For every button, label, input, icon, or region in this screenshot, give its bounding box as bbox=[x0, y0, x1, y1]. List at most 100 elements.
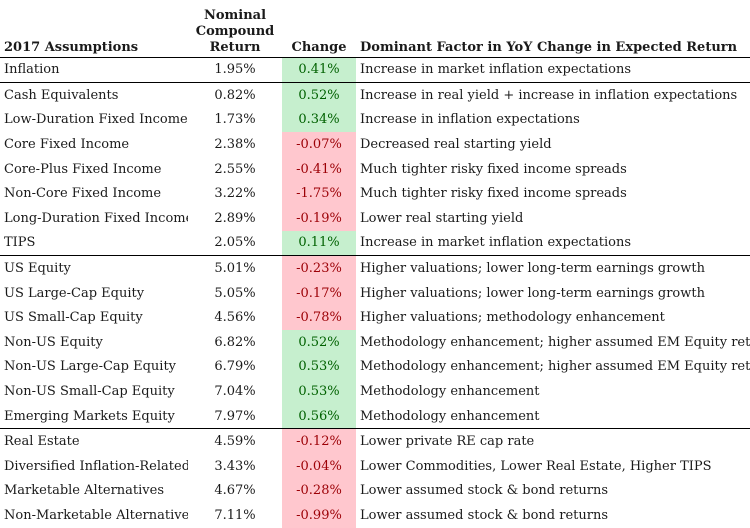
change-cell: 0.56% bbox=[282, 403, 356, 429]
change-cell: -0.04% bbox=[282, 454, 356, 479]
change-cell: -0.07% bbox=[282, 132, 356, 157]
nominal-return-cell: 1.95% bbox=[214, 62, 256, 78]
change-cell: -1.75% bbox=[282, 181, 356, 207]
dominant-factor-cell: Lower assumed stock & bond returns bbox=[360, 483, 609, 499]
asset-class-cell: Marketable Alternatives bbox=[4, 483, 165, 499]
table-body: Inflation 1.95% 0.41% Increase in market in… bbox=[0, 57, 750, 528]
nominal-return-cell: 6.79% bbox=[214, 359, 256, 375]
nominal-return-cell: 0.82% bbox=[188, 82, 282, 108]
nominal-return-cell: 6.82% bbox=[214, 334, 256, 350]
asset-class-cell: Long-Duration Fixed Income bbox=[4, 210, 188, 226]
dominant-factor-cell: Higher valuations; lower long-term earni… bbox=[356, 255, 750, 281]
nominal-return-cell: 4.59% bbox=[188, 428, 282, 454]
nominal-return-cell: 4.67% bbox=[214, 483, 256, 499]
table-row: Non-Marketable Alternatives 7.11% -0.99% Lo… bbox=[0, 503, 750, 528]
nominal-return-cell: 7.97% bbox=[214, 408, 256, 424]
asset-class-cell: US Large-Cap Equity bbox=[4, 285, 145, 301]
header-return-line2: Compound bbox=[195, 23, 275, 39]
asset-class-cell: Non-US Equity bbox=[4, 334, 103, 350]
table-row: Non-Core Fixed Income 3.22% -1.75% Much tig… bbox=[0, 181, 750, 207]
dominant-factor-cell: Higher valuations; methodology enhanceme… bbox=[360, 310, 665, 326]
dominant-factor-cell: Increase in real yield + increase in inf… bbox=[356, 82, 750, 108]
asset-class-cell: US Small-Cap Equity bbox=[4, 310, 143, 326]
change-cell: 0.11% bbox=[282, 230, 356, 256]
change-cell: 0.34% bbox=[282, 107, 356, 133]
nominal-return-cell: 2.38% bbox=[214, 137, 256, 153]
nominal-return-cell: 7.11% bbox=[214, 507, 256, 523]
table-row: Real Estate 4.59% -0.12% Lower private RE c… bbox=[0, 428, 750, 454]
table-row: US Small-Cap Equity 4.56% -0.78% Higher val… bbox=[0, 305, 750, 331]
asset-class-cell: TIPS bbox=[4, 235, 36, 251]
table-row: US Equity 5.01% -0.23% Higher valuations; l… bbox=[0, 255, 750, 281]
dominant-factor-cell: Much tighter risky fixed income spreads bbox=[360, 186, 627, 202]
dominant-factor-cell: Methodology enhancement; higher assumed … bbox=[360, 334, 750, 350]
asset-class-cell: Diversified Inflation-Related bbox=[4, 458, 188, 474]
nominal-return-cell: 3.43% bbox=[214, 458, 256, 474]
change-cell: -0.41% bbox=[282, 156, 356, 182]
table-row: Non-US Large-Cap Equity 6.79% 0.53% Methodo… bbox=[0, 354, 750, 380]
change-cell: 0.53% bbox=[282, 379, 356, 404]
table-row: Diversified Inflation-Related 3.43% -0.04%… bbox=[0, 454, 750, 479]
asset-class-cell: Core Fixed Income bbox=[4, 137, 130, 153]
nominal-return-cell: 4.56% bbox=[214, 310, 256, 326]
dominant-factor-cell: Methodology enhancement bbox=[360, 384, 540, 400]
dominant-factor-cell: Decreased real starting yield bbox=[360, 137, 552, 153]
dominant-factor-cell: Much tighter risky fixed income spreads bbox=[360, 161, 627, 177]
asset-class-cell: Non-Core Fixed Income bbox=[4, 186, 162, 202]
header-nominal-compound-return: Nominal Compound Return bbox=[188, 0, 282, 58]
table-row: Inflation 1.95% 0.41% Increase in market in… bbox=[0, 57, 750, 83]
nominal-return-cell: 2.55% bbox=[214, 161, 256, 177]
dominant-factor-cell: Increase in market inflation expectation… bbox=[360, 62, 632, 78]
change-cell: -0.99% bbox=[282, 503, 356, 528]
header-change: Change bbox=[282, 0, 356, 58]
table-row: Non-US Small-Cap Equity 7.04% 0.53% Methodo… bbox=[0, 379, 750, 404]
asset-class-cell: Non-Marketable Alternatives bbox=[4, 507, 188, 523]
change-cell: -0.78% bbox=[282, 305, 356, 331]
nominal-return-cell: 5.01% bbox=[188, 255, 282, 281]
nominal-return-cell: 7.04% bbox=[214, 384, 256, 400]
dominant-factor-cell: Increase in inflation expectations bbox=[360, 112, 580, 128]
change-cell: 0.52% bbox=[282, 330, 356, 355]
nominal-return-cell: 3.22% bbox=[214, 186, 256, 202]
change-cell: -0.12% bbox=[282, 428, 356, 454]
change-cell: -0.28% bbox=[282, 478, 356, 504]
nominal-return-cell: 2.89% bbox=[214, 210, 256, 226]
change-cell: -0.23% bbox=[282, 255, 356, 281]
dominant-factor-cell: Lower assumed stock & bond returns bbox=[360, 507, 609, 523]
table-row: Emerging Markets Equity 7.97% 0.56% Methodo… bbox=[0, 403, 750, 429]
dominant-factor-cell: Higher valuations; lower long-term earni… bbox=[360, 285, 705, 301]
dominant-factor-cell: Lower private RE cap rate bbox=[356, 428, 750, 454]
nominal-return-cell: 1.73% bbox=[214, 112, 256, 128]
table-row: Core Fixed Income 2.38% -0.07% Decreased re… bbox=[0, 132, 750, 157]
dominant-factor-cell: Methodology enhancement; higher assumed … bbox=[360, 359, 750, 375]
table-row: Cash Equivalents 0.82% 0.52% Increase in re… bbox=[0, 82, 750, 108]
asset-class-cell: Non-US Large-Cap Equity bbox=[4, 359, 177, 375]
asset-class-cell: Emerging Markets Equity bbox=[4, 408, 175, 424]
header-dominant-factor: Dominant Factor in YoY Change in Expecte… bbox=[356, 0, 750, 58]
table-row: Non-US Equity 6.82% 0.52% Methodology enhan… bbox=[0, 330, 750, 355]
asset-class-cell: Cash Equivalents bbox=[0, 82, 188, 108]
table-row: TIPS 2.05% 0.11% Increase in market inflati… bbox=[0, 230, 750, 256]
change-cell: 0.52% bbox=[282, 82, 356, 108]
asset-class-cell: Low-Duration Fixed Income bbox=[4, 112, 188, 128]
change-cell: -0.17% bbox=[282, 280, 356, 306]
table-row: Core-Plus Fixed Income 2.55% -0.41% Much ti… bbox=[0, 156, 750, 182]
asset-class-cell: Core-Plus Fixed Income bbox=[4, 161, 162, 177]
nominal-return-cell: 5.05% bbox=[214, 285, 256, 301]
table-row: Long-Duration Fixed Income 2.89% -0.19% Low… bbox=[0, 206, 750, 231]
dominant-factor-cell: Lower real starting yield bbox=[360, 210, 524, 226]
header-row: 2017 Assumptions Nominal Compound Return… bbox=[0, 0, 750, 58]
dominant-factor-cell: Increase in market inflation expectation… bbox=[360, 235, 632, 251]
table-row: US Large-Cap Equity 5.05% -0.17% Higher val… bbox=[0, 280, 750, 306]
asset-class-cell: US Equity bbox=[0, 255, 188, 281]
table-row: Marketable Alternatives 4.67% -0.28% Lower … bbox=[0, 478, 750, 504]
dominant-factor-cell: Lower Commodities, Lower Real Estate, Hi… bbox=[360, 458, 712, 474]
change-cell: 0.53% bbox=[282, 354, 356, 380]
header-assumptions: 2017 Assumptions bbox=[0, 0, 188, 58]
asset-class-cell: Real Estate bbox=[0, 428, 188, 454]
asset-class-cell: Inflation bbox=[4, 62, 60, 78]
change-cell: -0.19% bbox=[282, 206, 356, 231]
dominant-factor-cell: Methodology enhancement bbox=[360, 408, 540, 424]
